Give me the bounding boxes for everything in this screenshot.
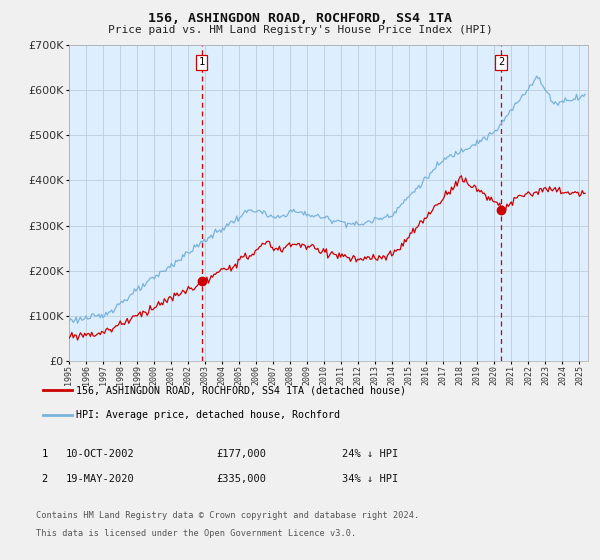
Text: 10-OCT-2002: 10-OCT-2002 (66, 449, 135, 459)
Text: HPI: Average price, detached house, Rochford: HPI: Average price, detached house, Roch… (76, 410, 340, 420)
Text: 156, ASHINGDON ROAD, ROCHFORD, SS4 1TA (detached house): 156, ASHINGDON ROAD, ROCHFORD, SS4 1TA (… (76, 385, 406, 395)
Text: 24% ↓ HPI: 24% ↓ HPI (342, 449, 398, 459)
Text: £177,000: £177,000 (216, 449, 266, 459)
Text: 2: 2 (41, 474, 47, 484)
Text: 156, ASHINGDON ROAD, ROCHFORD, SS4 1TA: 156, ASHINGDON ROAD, ROCHFORD, SS4 1TA (148, 12, 452, 25)
Text: 34% ↓ HPI: 34% ↓ HPI (342, 474, 398, 484)
Text: 19-MAY-2020: 19-MAY-2020 (66, 474, 135, 484)
Text: Price paid vs. HM Land Registry's House Price Index (HPI): Price paid vs. HM Land Registry's House … (107, 25, 493, 35)
Text: £335,000: £335,000 (216, 474, 266, 484)
Text: 1: 1 (41, 449, 47, 459)
Text: Contains HM Land Registry data © Crown copyright and database right 2024.: Contains HM Land Registry data © Crown c… (36, 511, 419, 520)
Text: This data is licensed under the Open Government Licence v3.0.: This data is licensed under the Open Gov… (36, 529, 356, 538)
Text: 2: 2 (498, 58, 504, 67)
Text: 1: 1 (199, 58, 205, 67)
